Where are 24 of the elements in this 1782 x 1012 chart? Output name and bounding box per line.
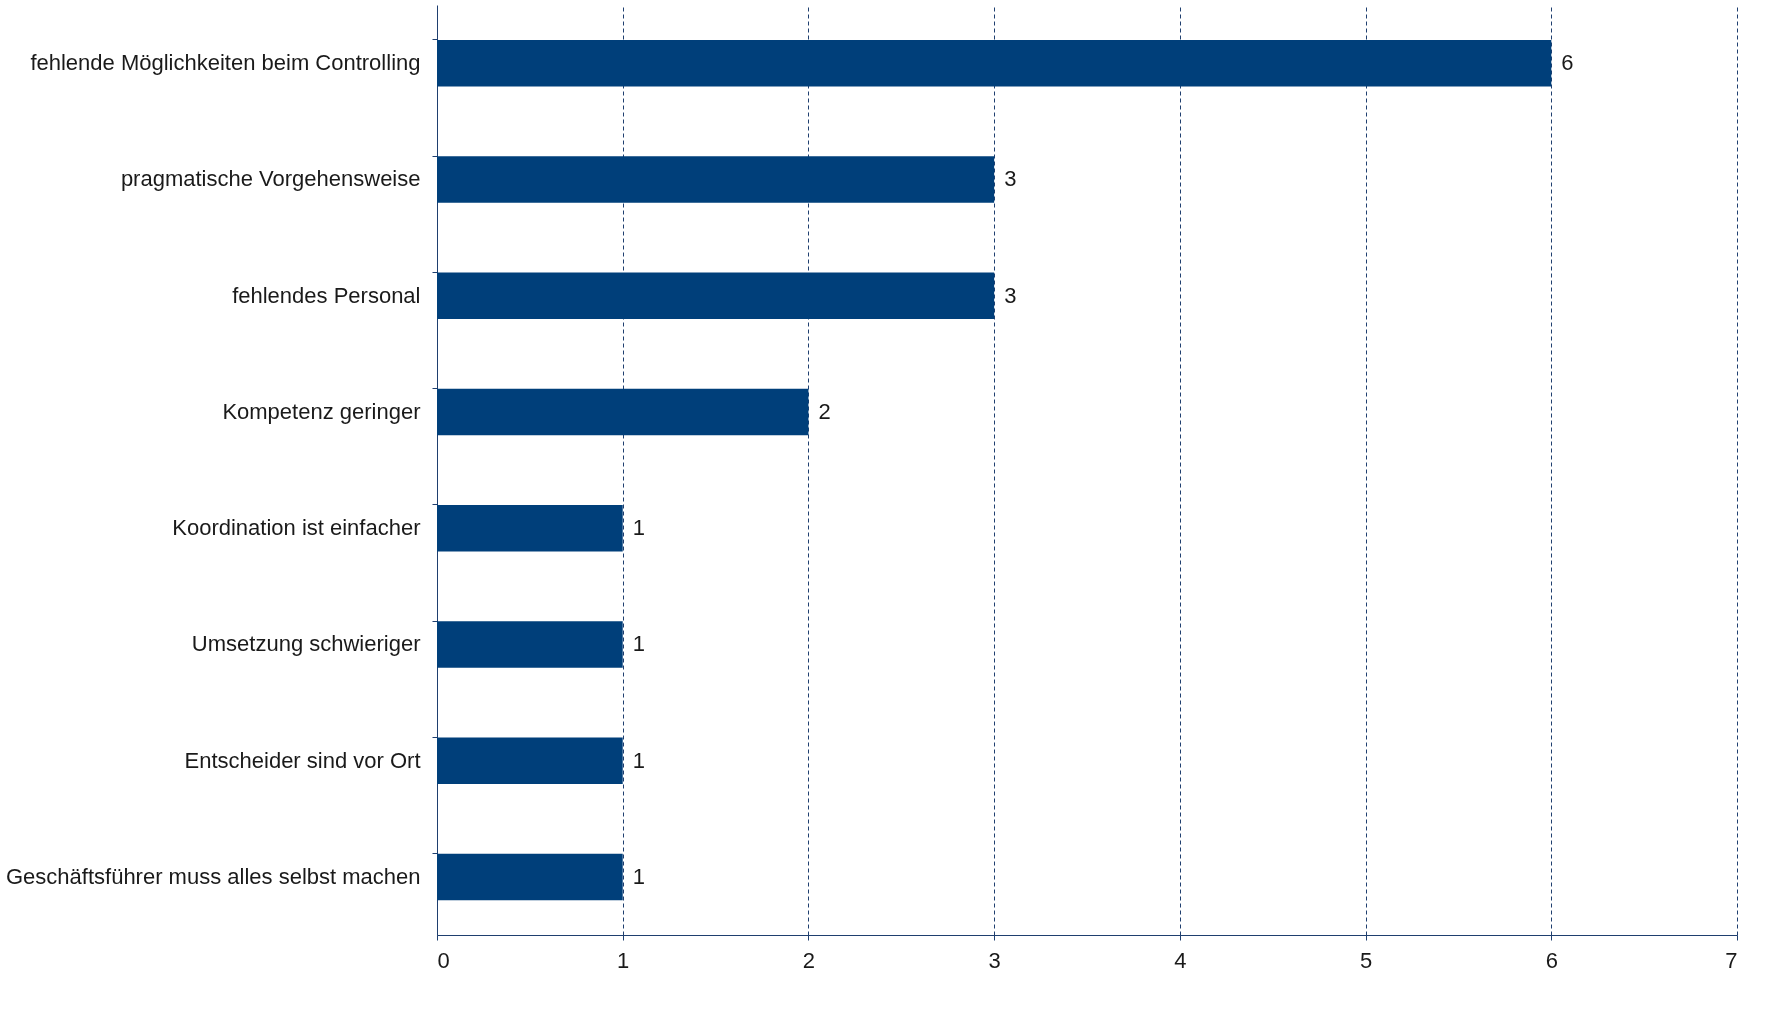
x-tick-label: 5 — [1359, 947, 1373, 973]
x-tick-label: 3 — [988, 947, 1001, 973]
y-tick-label: pragmatische Vorgehensweise — [120, 166, 421, 192]
data-label: 6 — [1561, 50, 1574, 76]
x-tick-label: 7 — [1725, 947, 1738, 973]
data-label: 1 — [632, 863, 645, 889]
x-tick-label: 6 — [1545, 947, 1558, 973]
data-label: 1 — [632, 747, 645, 773]
y-tick-label: Kompetenz geringer — [222, 398, 421, 424]
y-tick-label: Geschäftsführer muss alles selbst machen — [5, 863, 421, 889]
y-tick-label: Koordination ist einfacher — [172, 515, 421, 541]
data-label: 3 — [1004, 166, 1017, 192]
y-tick-label: fehlendes Personal — [232, 282, 421, 308]
data-label: 1 — [632, 631, 645, 657]
data-label: 1 — [632, 515, 645, 541]
y-tick-label: fehlende Möglichkeiten beim Controlling — [30, 50, 421, 76]
x-tick-label: 1 — [617, 947, 630, 973]
data-label: 3 — [1004, 282, 1017, 308]
y-tick-label: Entscheider sind vor Ort — [184, 747, 421, 773]
x-tick-label: 4 — [1174, 947, 1187, 973]
y-tick-label: Umsetzung schwieriger — [191, 631, 421, 657]
x-tick-label: 2 — [802, 947, 816, 973]
data-label: 2 — [818, 398, 831, 424]
x-tick-label: 0 — [437, 947, 450, 973]
